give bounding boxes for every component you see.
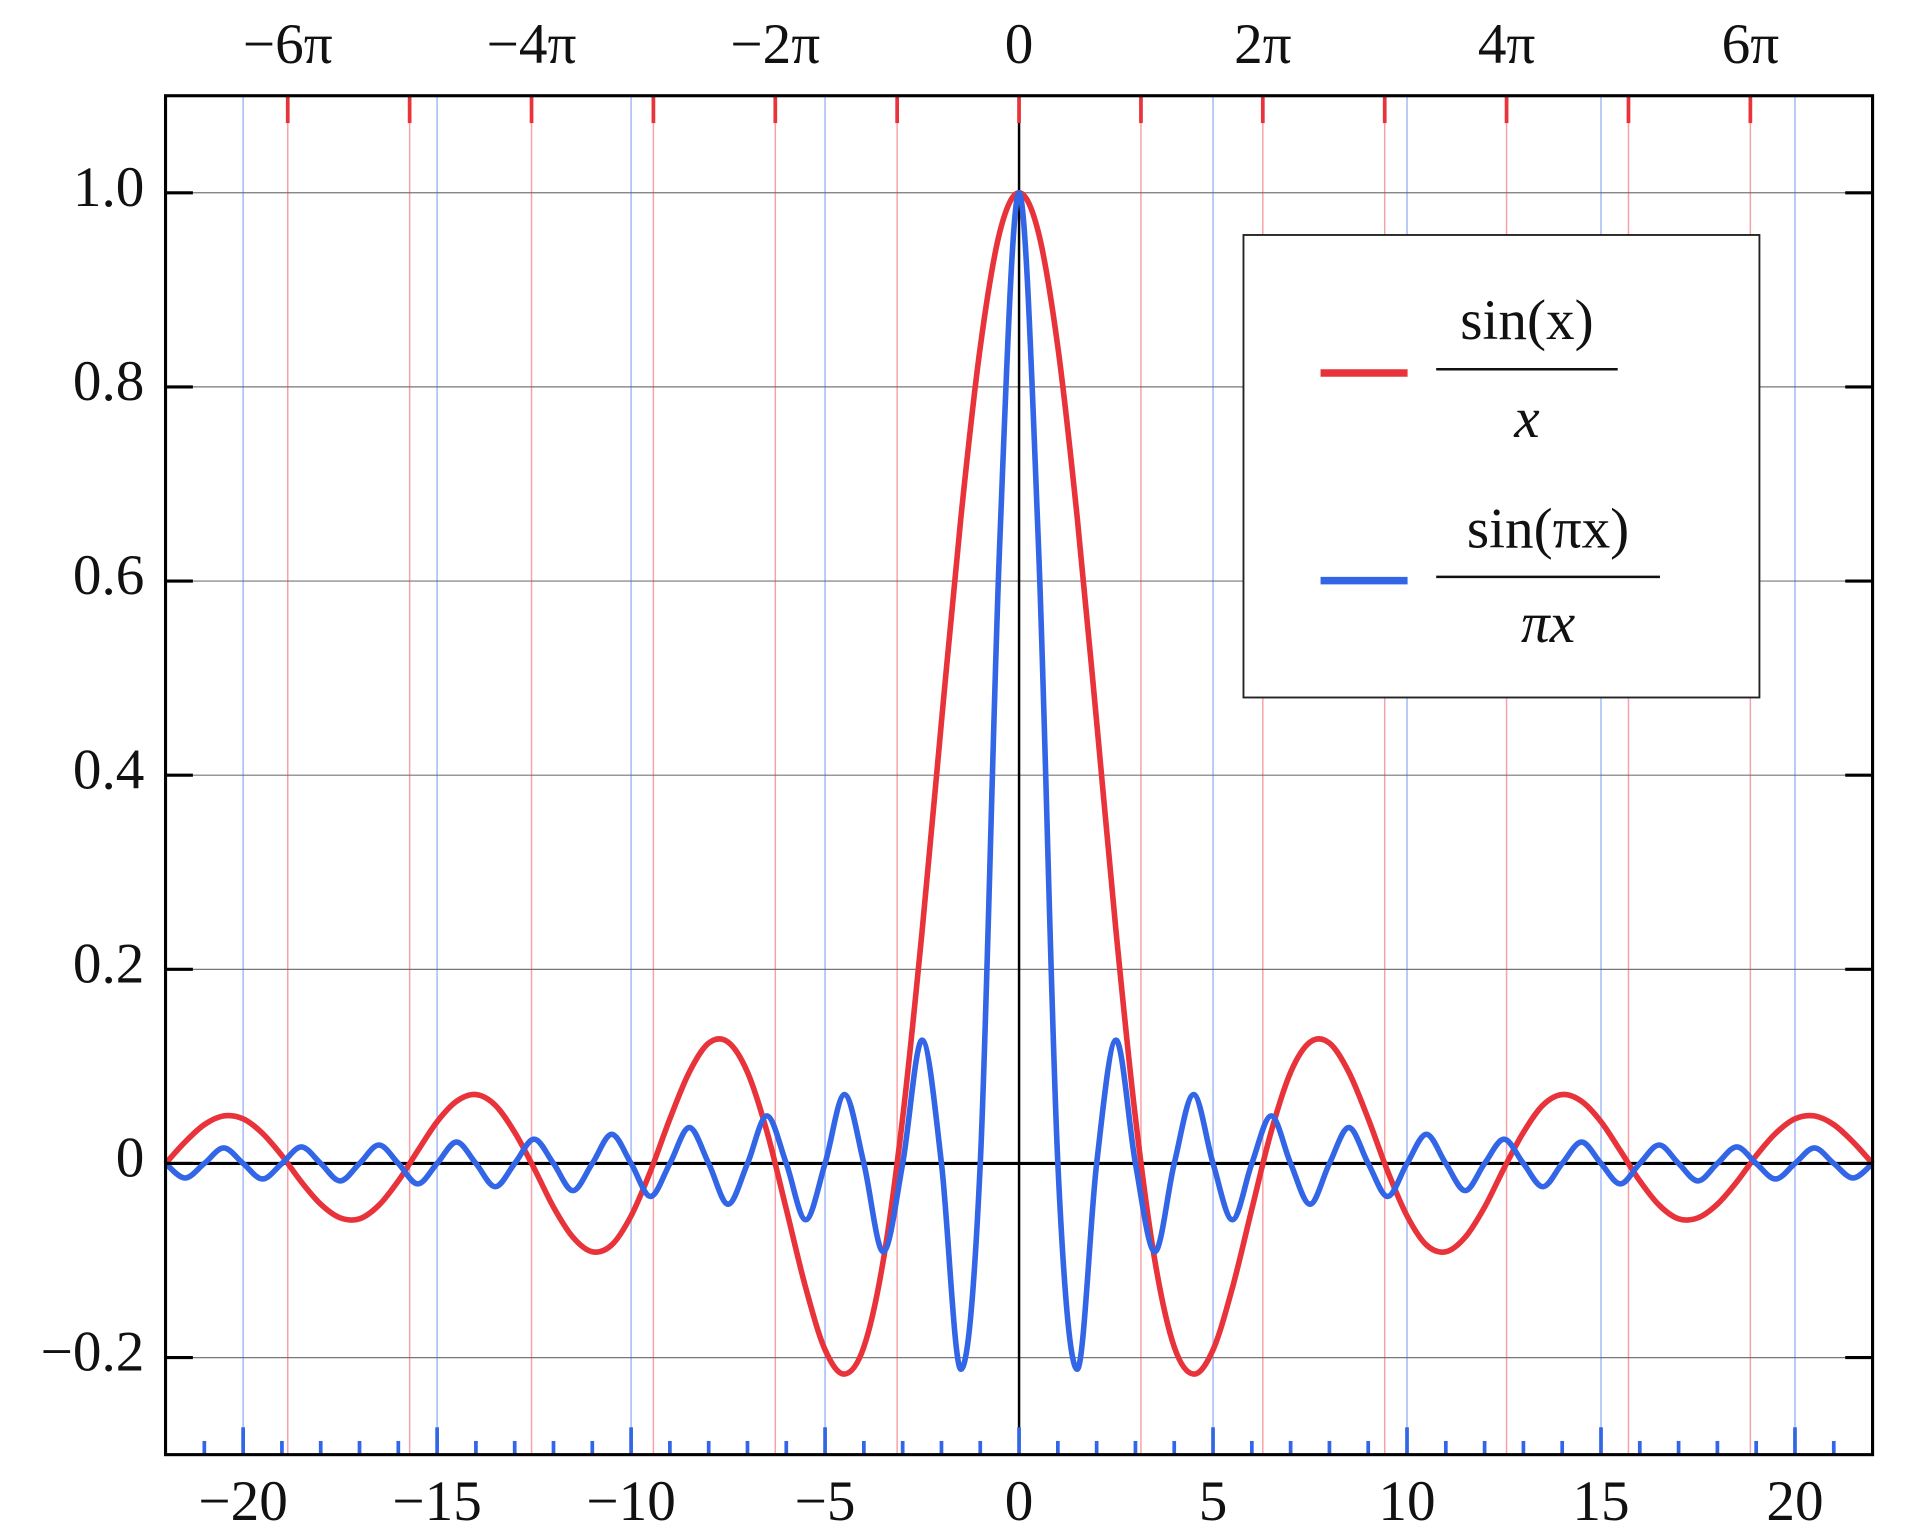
x-tick-label: 15 [1572,1470,1629,1528]
y-tick-label: 1.0 [73,156,144,219]
y-tick-label: −0.2 [41,1321,145,1384]
x-tick-label: −5 [795,1470,856,1528]
axes: −0.2 0 0.2 0.4 0.6 0.8 1.0 −20 −15 −10 −5 0 5 10 15 20 −… [41,13,1875,1528]
legend-denominator: πx [1521,592,1575,655]
y-tick-label: 0.6 [73,544,144,607]
legend-denominator: x [1513,387,1539,450]
x2-tick-label: −4π [487,13,577,76]
legend-numerator: sin(πx) [1467,498,1629,561]
y-tick-label: 0.2 [73,932,144,995]
line-series [163,190,1875,1373]
x-tick-label: 20 [1766,1470,1823,1528]
x2-tick-label: −2π [730,13,820,76]
x-tick-label: 5 [1199,1470,1228,1528]
x2-tick-label: 2π [1234,13,1291,76]
y-tick-label: 0.4 [73,738,144,801]
grid [165,95,1873,1455]
x-tick-label: −20 [198,1470,287,1528]
x-tick-label: −10 [586,1470,675,1528]
x-tick-label: −15 [392,1470,481,1528]
x2-tick-label: 0 [1005,13,1034,76]
plot-frame [163,94,1875,1457]
legend-numerator: sin(x) [1460,289,1593,352]
x2-tick-label: −6π [243,13,333,76]
x-tick-label: 0 [1005,1470,1034,1528]
curves [163,190,1875,1377]
x-tick-label: 10 [1378,1470,1435,1528]
y-tick-label: 0.8 [73,350,144,413]
x2-tick-label: 4π [1478,13,1535,76]
legend-box [1242,234,1761,699]
y-tick-label: 0 [116,1127,145,1190]
legend: sin(x) x sin(πx) πx [1242,234,1761,699]
x2-tick-label: 6π [1722,13,1779,76]
